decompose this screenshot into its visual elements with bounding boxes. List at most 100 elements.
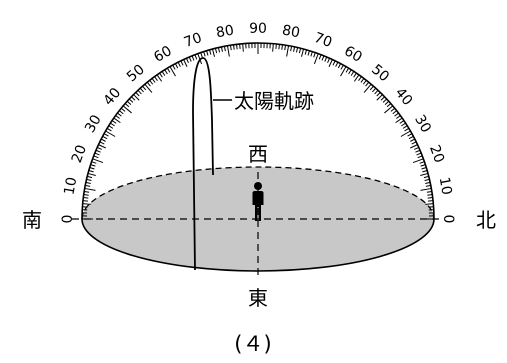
scale-tick <box>146 81 151 87</box>
scale-tick <box>206 50 209 56</box>
scale-tick <box>384 100 390 105</box>
scale-tick <box>156 74 163 82</box>
scale-tick <box>353 72 357 78</box>
scale-tick <box>203 51 206 57</box>
scale-tick <box>374 89 379 95</box>
scale-tick <box>89 167 95 170</box>
scale-tick <box>131 96 136 101</box>
scale-tick <box>400 130 411 137</box>
scale-tick <box>286 45 290 57</box>
scale-tick <box>423 175 429 179</box>
scale-label: 10 <box>61 176 80 196</box>
scale-tick <box>386 103 392 108</box>
scale-tick <box>419 161 425 164</box>
scale-tick <box>115 115 120 119</box>
scale-tick <box>350 71 355 76</box>
scale-tick <box>410 138 416 142</box>
scale-tick <box>154 76 158 81</box>
scale-tick <box>298 48 302 54</box>
scale-tick <box>214 48 218 54</box>
scale-tick <box>217 47 221 53</box>
scale-tick <box>108 125 114 129</box>
scale-tick <box>290 46 293 52</box>
scale-tick <box>97 146 102 150</box>
north-label: 北 <box>476 208 496 232</box>
scale-tick <box>272 43 274 52</box>
scale-tick <box>100 138 106 142</box>
scale-tick <box>324 56 328 62</box>
scale-tick <box>293 46 296 52</box>
scale-tick <box>295 47 299 53</box>
scale-tick <box>420 187 432 191</box>
scale-tick <box>412 158 424 164</box>
scale-tick <box>300 48 305 57</box>
sun-path-label: 太陽軌跡 <box>234 89 314 113</box>
scale-tick <box>425 203 434 205</box>
scale-tick <box>151 78 156 83</box>
scale-tick <box>332 60 336 66</box>
scale-tick <box>425 181 431 184</box>
scale-tick <box>310 51 313 57</box>
scale-tick <box>411 141 417 145</box>
scale-tick <box>313 53 319 65</box>
scale-tick <box>363 83 372 93</box>
scale-tick <box>88 170 94 173</box>
scale-label: 40 <box>101 85 125 109</box>
scale-tick <box>139 87 144 93</box>
scale-tick <box>111 120 117 124</box>
scale-tick <box>105 130 116 137</box>
scale-tick <box>421 167 427 170</box>
scale-tick <box>211 48 216 57</box>
scale-tick <box>360 78 365 83</box>
scale-tick <box>98 144 106 149</box>
scale-label: 50 <box>368 62 392 86</box>
scale-tick <box>420 172 429 177</box>
scale-tick <box>394 112 399 117</box>
figure-label: (４) <box>234 332 271 356</box>
scale-tick <box>278 44 280 50</box>
scale-tick <box>113 117 121 124</box>
scale-label: 80 <box>281 22 301 41</box>
scale-tick <box>327 58 331 63</box>
scale-tick <box>407 133 413 137</box>
scale-tick <box>95 149 101 153</box>
scale-tick <box>348 69 352 75</box>
scale-tick <box>420 164 426 167</box>
scale-tick <box>200 52 203 58</box>
scale-tick <box>365 81 370 87</box>
scale-label: 70 <box>182 30 204 51</box>
scale-tick <box>396 115 401 119</box>
scale-tick <box>99 141 105 145</box>
scale-tick <box>382 98 388 103</box>
scale-tick <box>427 197 433 199</box>
scale-tick <box>177 61 181 67</box>
east-label: 東 <box>248 286 268 310</box>
scale-tick <box>362 80 367 85</box>
observer-person-icon <box>252 182 264 221</box>
scale-label: 60 <box>341 43 364 66</box>
scale-tick <box>417 155 423 159</box>
scale-tick <box>428 200 434 202</box>
scale-tick <box>172 64 176 70</box>
scale-tick <box>414 146 419 150</box>
scale-tick <box>209 49 212 55</box>
scale-label: 20 <box>426 143 447 165</box>
scale-tick <box>335 61 339 67</box>
south-label: 南 <box>22 208 42 232</box>
scale-tick <box>119 110 124 115</box>
scale-tick <box>220 46 223 52</box>
scale-tick <box>120 107 126 112</box>
scale-tick <box>358 76 362 81</box>
scale-tick <box>426 190 432 193</box>
scale-tick <box>106 127 112 132</box>
scale-tick <box>404 127 410 132</box>
scale-tick <box>427 194 433 196</box>
scale-tick <box>410 144 418 149</box>
scale-tick <box>90 164 96 167</box>
scale-tick <box>223 46 226 52</box>
scale-tick <box>328 59 333 67</box>
scale-tick <box>188 56 192 62</box>
scale-tick <box>103 133 109 137</box>
scale-tick <box>369 85 374 91</box>
scale-tick <box>384 105 394 114</box>
